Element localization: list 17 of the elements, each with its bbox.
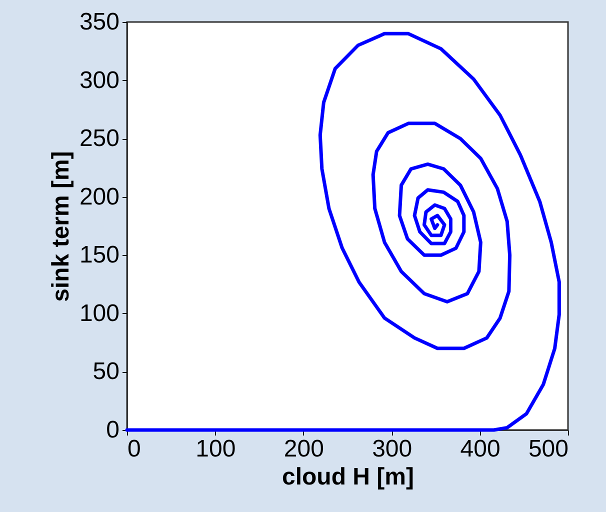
- x-tick-label: 100: [196, 436, 236, 462]
- y-tick-label: 200: [79, 183, 120, 210]
- y-tick-label: 50: [92, 358, 120, 386]
- x-tick-label: 500: [528, 436, 568, 462]
- x-tick-label: 400: [460, 436, 500, 462]
- line-series: [125, 32, 561, 432]
- x-axis-title: cloud H [m]: [282, 464, 414, 490]
- y-tick-label: 150: [79, 242, 120, 269]
- x-tick-label: 0: [128, 436, 141, 462]
- y-tick-label: 100: [79, 300, 120, 327]
- x-tick-label: 300: [372, 436, 412, 462]
- y-tick-label: 350: [79, 8, 120, 36]
- x-tick-label: 200: [284, 436, 324, 462]
- y-tick-label: 300: [79, 66, 120, 94]
- y-tick-label: 0: [106, 416, 120, 444]
- y-axis-title: sink term [m]: [47, 151, 74, 302]
- y-tick-label: 250: [79, 125, 120, 152]
